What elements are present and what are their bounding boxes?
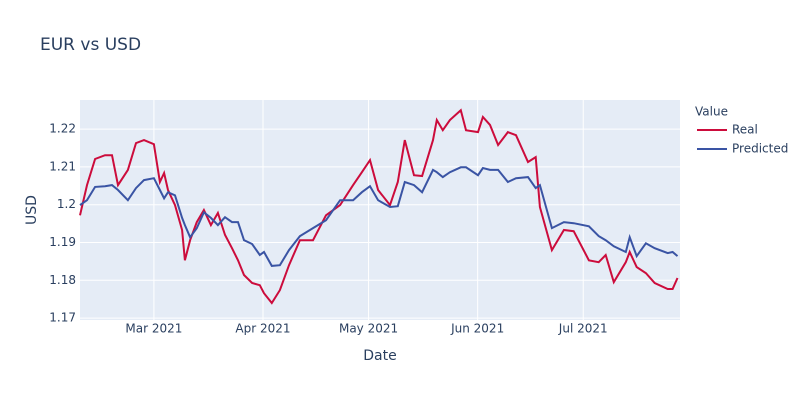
- x-tick-label: Jun 2021: [450, 322, 504, 336]
- plot-area: [80, 100, 680, 320]
- x-tick-label: Mar 2021: [125, 322, 182, 336]
- y-tick-label: 1.19: [49, 235, 76, 249]
- x-tick-label: May 2021: [339, 322, 398, 336]
- legend-title: Value: [695, 105, 728, 119]
- x-axis-title: Date: [363, 348, 396, 364]
- x-tick-label: Jul 2021: [558, 322, 608, 336]
- y-tick-label: 1.21: [49, 159, 76, 173]
- legend-label: Real: [732, 123, 758, 137]
- x-tick-label: Apr 2021: [235, 322, 290, 336]
- y-tick-label: 1.22: [49, 122, 76, 136]
- series-line: [79, 166, 679, 267]
- y-tick-label: 1.18: [49, 273, 76, 287]
- y-tick-label: 1.2: [57, 197, 76, 211]
- y-tick-label: 1.17: [49, 311, 76, 325]
- chart-title: EUR vs USD: [40, 35, 141, 55]
- legend-label: Predicted: [732, 142, 788, 156]
- y-axis-title: USD: [24, 195, 40, 225]
